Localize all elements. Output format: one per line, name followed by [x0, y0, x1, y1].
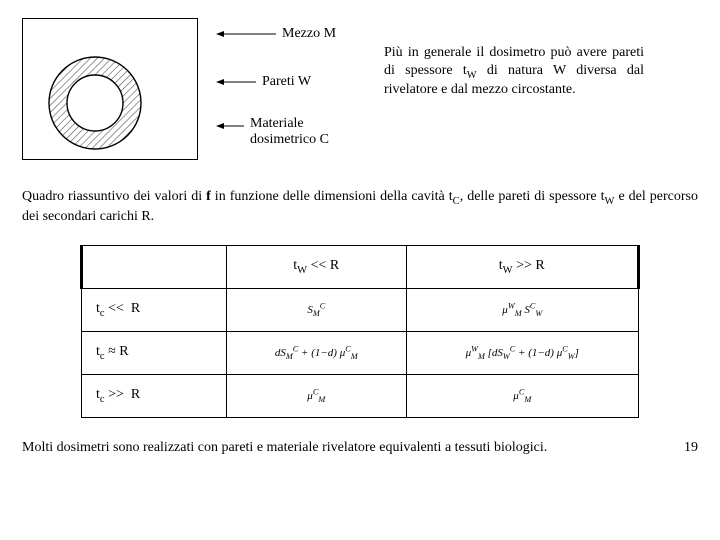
table-row: tc >> R μCM μCM: [82, 374, 639, 417]
col-header-2: tW >> R: [406, 245, 638, 288]
formula: μWM SCW: [502, 304, 542, 316]
side-paragraph: Più in generale il dosimetro può avere p…: [384, 44, 644, 99]
table-header-row: tW << R tW >> R: [82, 245, 639, 288]
mid-d-sub: W: [605, 196, 615, 207]
cell-1-1: SMC: [227, 288, 407, 331]
cell-3-2: μCM: [406, 374, 638, 417]
table-row: tc ≈ R dSMC + (1−d) μCM μWM [dSWC + (1−d…: [82, 331, 639, 374]
bottom-text: Molti dosimetri sono realizzati con pare…: [22, 440, 547, 456]
label-pareti: Pareti W: [262, 74, 311, 90]
formula: μWM [dSWC + (1−d) μCW]: [466, 347, 579, 359]
cell-1-2: μWM SCW: [406, 288, 638, 331]
cell-2-1: dSMC + (1−d) μCM: [227, 331, 407, 374]
label-materiale: Materiale dosimetrico C: [250, 116, 329, 148]
mid-c-sub: C: [453, 196, 460, 207]
label-row-materiale: Materiale dosimetrico C: [216, 116, 366, 148]
arrow-icon: [216, 77, 256, 87]
table-corner: [82, 245, 227, 288]
side-text-sub: W: [467, 69, 477, 80]
row-head-2: tc ≈ R: [82, 331, 227, 374]
cell-3-1: μCM: [227, 374, 407, 417]
inner-circle: [67, 75, 123, 131]
arrow-icon: [216, 121, 244, 131]
mid-d: , delle pareti di spessore t: [460, 189, 605, 204]
formula: μCM: [513, 390, 531, 402]
row-head-1: tc << R: [82, 288, 227, 331]
mid-c: in funzione delle dimensioni della cavit…: [211, 189, 453, 204]
summary-table: tW << R tW >> R tc << R SMC μWM SCW tc ≈…: [80, 245, 640, 418]
table-row: tc << R SMC μWM SCW: [82, 288, 639, 331]
footer-line: Molti dosimetri sono realizzati con pare…: [22, 440, 698, 456]
top-section: Mezzo M Pareti W Materiale dosimetrico C…: [22, 18, 698, 160]
row-head-3: tc >> R: [82, 374, 227, 417]
formula: μCM: [307, 390, 325, 402]
dosimeter-diagram: [22, 18, 198, 160]
label-row-pareti: Pareti W: [216, 74, 366, 90]
diagram-labels: Mezzo M Pareti W Materiale dosimetrico C: [216, 18, 366, 148]
formula: dSMC + (1−d) μCM: [275, 347, 358, 359]
label-materiale-l1: Materiale: [250, 116, 304, 131]
label-row-mezzo: Mezzo M: [216, 26, 366, 42]
cell-2-2: μWM [dSWC + (1−d) μCW]: [406, 331, 638, 374]
label-mezzo: Mezzo M: [282, 26, 336, 42]
dosimeter-svg: [23, 19, 197, 159]
formula: SMC: [307, 304, 325, 316]
arrow-icon: [216, 29, 276, 39]
mid-paragraph: Quadro riassuntivo dei valori di f in fu…: [22, 188, 698, 227]
mid-a: Quadro riassuntivo dei valori di: [22, 189, 206, 204]
label-materiale-l2: dosimetrico C: [250, 132, 329, 147]
col-header-1: tW << R: [227, 245, 407, 288]
page-number: 19: [684, 440, 698, 456]
